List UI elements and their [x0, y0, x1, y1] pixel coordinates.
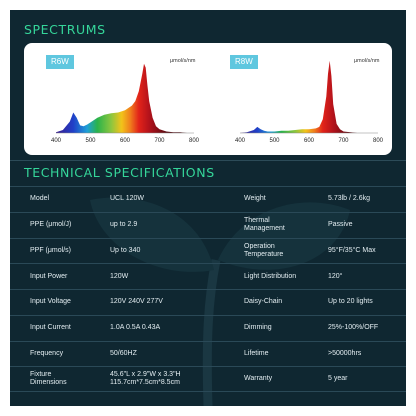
x-tick-label: 800 — [373, 138, 384, 144]
spec-value: 50/60HZ — [110, 349, 137, 357]
spec-value: >50000hrs — [328, 349, 362, 357]
spec-value: up to 2.9 — [110, 221, 138, 229]
chart-unit-r8w: μmol/s/nm — [354, 58, 380, 64]
spec-value: Up to 20 lights — [328, 298, 373, 306]
spec-value: 45.6"L x 2.9"W x 3.3"H 115.7cm*7.5cm*8.5… — [110, 371, 181, 387]
divider — [10, 160, 406, 161]
x-tick-label: 600 — [120, 138, 131, 144]
spec-value: 5 year — [328, 375, 348, 383]
spectrum-curve — [56, 63, 194, 133]
spec-label: Thermal Management — [244, 217, 285, 233]
spec-value: 5.73lb / 2.6kg — [328, 195, 371, 203]
spec-label: Model — [30, 195, 50, 203]
spec-value: Passive — [328, 221, 353, 229]
spectrum-chart-r8w-svg: 400 500 600 700 800 — [235, 60, 384, 144]
spectrum-chart-r6w-svg: 400 500 600 700 800 — [51, 63, 200, 144]
spec-table: Model UCL 120W Weight 5.73lb / 2.6kg PPE (μm… — [10, 186, 406, 392]
x-tick-label: 400 — [51, 138, 62, 144]
spec-label: Light Distribution — [244, 272, 297, 280]
spectrum-curve — [240, 60, 378, 133]
spec-row: Model UCL 120W Weight 5.73lb / 2.6kg — [10, 186, 406, 212]
specs-title: TECHNICAL SPECIFICATIONS — [24, 165, 215, 180]
spec-row: Input Power 120W Light Distribution 120° — [10, 263, 406, 289]
spec-value: UCL 120W — [110, 195, 144, 203]
chart-unit-r6w: μmol/s/nm — [170, 58, 196, 64]
spec-label: Operation Temperature — [244, 242, 284, 258]
spectrum-chart-r8w: 400 500 600 700 800 R8W μmol/s/nm — [218, 43, 388, 155]
spec-sheet: SPECTRUMS 400 500 600 700 800 R6W μmol/s/nm … — [10, 10, 406, 406]
spectrums-title: SPECTRUMS — [24, 22, 106, 37]
chart-label-r6w: R6W — [46, 55, 74, 69]
x-tick-label: 500 — [85, 138, 96, 144]
spec-label: Dimming — [244, 324, 272, 332]
spec-value: 120W — [110, 272, 129, 280]
spec-row: PPE (μmol/J) up to 2.9 Thermal Management P… — [10, 211, 406, 238]
spec-value: 1.0A 0.5A 0.43A — [110, 324, 161, 332]
spec-row: Frequency 50/60HZ Lifetime >50000hrs — [10, 340, 406, 367]
spec-row: PPF (μmol/s) Up to 340 Operation Temperatu… — [10, 237, 406, 264]
spec-label: Input Voltage — [30, 298, 71, 306]
spec-label: Input Current — [30, 324, 71, 332]
spec-row: Input Current 1.0A 0.5A 0.43A Dimming 25%-1… — [10, 314, 406, 341]
x-tick-label: 500 — [269, 138, 280, 144]
spec-label: Frequency — [30, 349, 64, 357]
spectrum-chart-r6w: 400 500 600 700 800 R6W μmol/s/nm — [34, 43, 204, 155]
x-tick-label: 800 — [189, 138, 200, 144]
spec-label: Input Power — [30, 272, 68, 280]
spectrum-panel: 400 500 600 700 800 R6W μmol/s/nm 400 500 600 7… — [24, 43, 392, 155]
spec-label: Fixture Dimensions — [30, 371, 67, 387]
spec-value: 95°F/35°C Max — [328, 246, 376, 254]
spec-value: 120V 240V 277V — [110, 298, 163, 306]
spec-label: PPF (μmol/s) — [30, 246, 71, 254]
x-tick-label: 600 — [304, 138, 315, 144]
spec-row: Input Voltage 120V 240V 277V Daisy-Chain Up… — [10, 289, 406, 315]
spec-label: PPE (μmol/J) — [30, 221, 72, 229]
spec-label: Warranty — [244, 375, 273, 383]
spec-value: Up to 340 — [110, 246, 141, 254]
spec-label: Lifetime — [244, 349, 269, 357]
x-tick-label: 700 — [154, 138, 165, 144]
x-tick-label: 700 — [338, 138, 349, 144]
spec-label: Daisy-Chain — [244, 298, 283, 306]
chart-label-r8w: R8W — [230, 55, 258, 69]
spec-label: Weight — [244, 195, 266, 203]
spec-value: 120° — [328, 272, 343, 280]
spec-row: Fixture Dimensions 45.6"L x 2.9"W x 3.3"H… — [10, 366, 406, 392]
x-tick-label: 400 — [235, 138, 246, 144]
spec-value: 25%-100%/OFF — [328, 324, 379, 332]
